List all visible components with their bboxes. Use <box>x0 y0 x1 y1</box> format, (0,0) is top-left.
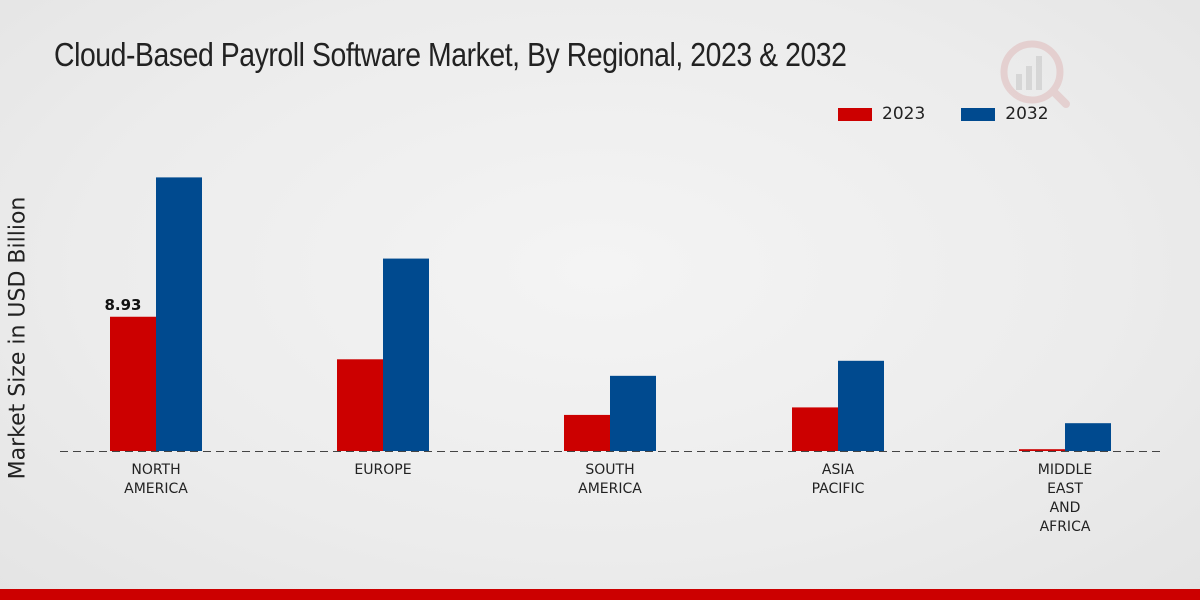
bar-2023-1 <box>337 359 383 451</box>
legend-item-2023: 2023 <box>838 104 925 124</box>
legend-label-2032: 2032 <box>1005 104 1049 124</box>
chart-title: Cloud-Based Payroll Software Market, By … <box>54 36 847 73</box>
bar-2023-4 <box>1019 449 1065 451</box>
x-tick-label-4: MIDDLE EAST AND AFRICA <box>1038 462 1092 535</box>
legend-swatch-2023 <box>838 107 872 121</box>
bar-2023-3 <box>792 407 838 451</box>
bar-2032-4 <box>1065 423 1111 451</box>
bar-2032-1 <box>383 258 429 451</box>
bar-2023-0 <box>110 316 156 451</box>
legend-swatch-2032 <box>961 107 996 121</box>
legend: 2023 2032 <box>838 104 1049 124</box>
x-tick-label-0: NORTH AMERICA <box>124 462 188 497</box>
x-tick-label-3: ASIA PACIFIC <box>812 462 865 497</box>
x-tick-label-1: EUROPE <box>354 462 411 478</box>
footer-bar <box>0 589 1200 600</box>
bar-2032-3 <box>838 360 884 451</box>
watermark-logo-icon <box>1000 40 1070 108</box>
data-label-0: 8.93 <box>104 296 141 314</box>
x-tick-label-2: SOUTH AMERICA <box>578 462 642 497</box>
bar-2023-2 <box>564 414 610 451</box>
legend-label-2023: 2023 <box>882 104 926 124</box>
bar-2032-2 <box>610 375 656 451</box>
legend-item-2032: 2032 <box>961 104 1049 124</box>
bar-2032-0 <box>156 177 202 452</box>
